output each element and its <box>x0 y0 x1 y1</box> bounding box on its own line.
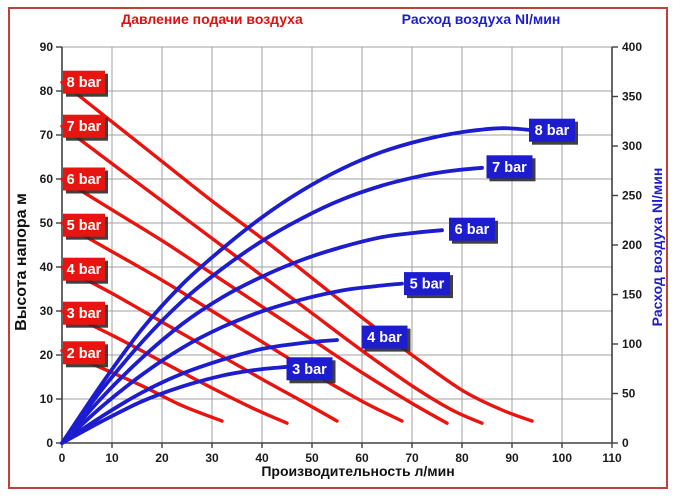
x-axis-title: Производительность л/мин <box>261 463 455 479</box>
svg-text:5 bar: 5 bar <box>67 218 102 234</box>
y-right-tick-label: 50 <box>622 387 636 401</box>
x-tick-label: 40 <box>255 451 269 465</box>
pressure-label-4-bar: 4 bar <box>63 257 108 284</box>
air-label-5-bar: 5 bar <box>404 272 453 299</box>
x-tick-label: 30 <box>205 451 219 465</box>
y-right-tick-label: 200 <box>622 238 642 252</box>
air-curve-7-bar <box>60 165 484 445</box>
x-tick-label: 20 <box>155 451 169 465</box>
air-label-6-bar: 6 bar <box>449 217 498 244</box>
pressure-curve-5-bar <box>60 221 404 423</box>
air-label-3-bar: 3 bar <box>286 357 336 384</box>
y-left-tick-label: 60 <box>40 172 54 186</box>
x-tick-label: 10 <box>105 451 119 465</box>
air-label-7-bar: 7 bar <box>486 155 536 182</box>
y-left-tick-label: 90 <box>40 40 54 54</box>
air-chart-title: Расход воздуха Nl/мин <box>401 11 561 27</box>
y-left-tick-label: 20 <box>40 348 54 362</box>
air-curve-3-bar <box>60 364 289 445</box>
air-curve-8-bar <box>60 126 534 445</box>
pressure-curve-7-bar <box>60 124 484 425</box>
svg-text:5 bar: 5 bar <box>410 277 445 293</box>
y-left-tick-label: 50 <box>40 216 54 230</box>
svg-text:3 bar: 3 bar <box>67 306 102 322</box>
y-right-tick-label: 300 <box>622 139 642 153</box>
pressure-chart-title: Давление подачи воздуха <box>121 11 303 27</box>
pressure-curve-8-bar <box>60 80 534 423</box>
x-tick-label: 50 <box>305 451 319 465</box>
svg-text:6 bar: 6 bar <box>455 222 490 238</box>
axes <box>61 47 613 444</box>
figure-border <box>8 7 668 489</box>
pressure-label-3-bar: 3 bar <box>63 301 108 328</box>
svg-text:7 bar: 7 bar <box>492 160 527 176</box>
x-tick-label: 60 <box>355 451 369 465</box>
x-tick-label: 70 <box>405 451 419 465</box>
svg-text:3 bar: 3 bar <box>292 362 327 378</box>
y-left-tick-label: 0 <box>46 436 53 450</box>
pressure-label-2-bar: 2 bar <box>63 341 108 368</box>
svg-text:7 bar: 7 bar <box>67 119 102 135</box>
svg-text:6 bar: 6 bar <box>67 172 102 188</box>
x-tick-label: 0 <box>59 451 66 465</box>
y-left-tick-label: 30 <box>40 304 54 318</box>
x-tick-label: 110 <box>602 451 622 465</box>
y-left-tick-label: 70 <box>40 128 54 142</box>
y-left-tick-label: 40 <box>40 260 54 274</box>
air-curve-4-bar <box>60 338 339 445</box>
svg-text:2 bar: 2 bar <box>67 346 102 362</box>
air-curve-6-bar <box>60 228 444 445</box>
pressure-label-5-bar: 5 bar <box>63 213 108 240</box>
y-right-tick-label: 350 <box>622 90 642 104</box>
pressure-curve-3-bar <box>60 309 289 425</box>
air-curve-5-bar <box>60 281 404 445</box>
svg-text:8 bar: 8 bar <box>535 123 570 139</box>
gridlines <box>61 46 613 444</box>
svg-text:8 bar: 8 bar <box>67 75 102 91</box>
tick-labels: 0 10 20 30 40 50 60 70 80 90 100 110010203040506070… <box>40 40 643 465</box>
air-label-4-bar: 4 bar <box>361 325 411 352</box>
y-left-tick-label: 80 <box>40 84 54 98</box>
pressure-curve-4-bar <box>60 265 339 423</box>
x-tick-label: 90 <box>505 451 519 465</box>
pressure-curve-6-bar <box>60 177 449 425</box>
x-tick-label: 80 <box>455 451 469 465</box>
y-right-tick-label: 400 <box>622 40 642 54</box>
pressure-label-8-bar: 8 bar <box>63 70 108 97</box>
y-right-tick-label: 100 <box>622 337 642 351</box>
pressure-label-6-bar: 6 bar <box>63 167 108 194</box>
svg-text:4 bar: 4 bar <box>367 330 402 346</box>
y-right-tick-label: 250 <box>622 189 642 203</box>
y-left-tick-label: 10 <box>40 392 54 406</box>
y-right-tick-label: 150 <box>622 288 642 302</box>
y-right-tick-label: 0 <box>622 436 629 450</box>
svg-text:4 bar: 4 bar <box>67 262 102 278</box>
pressure-label-7-bar: 7 bar <box>63 114 108 141</box>
air-label-8-bar: 8 bar <box>529 118 578 145</box>
x-tick-label: 100 <box>552 451 572 465</box>
